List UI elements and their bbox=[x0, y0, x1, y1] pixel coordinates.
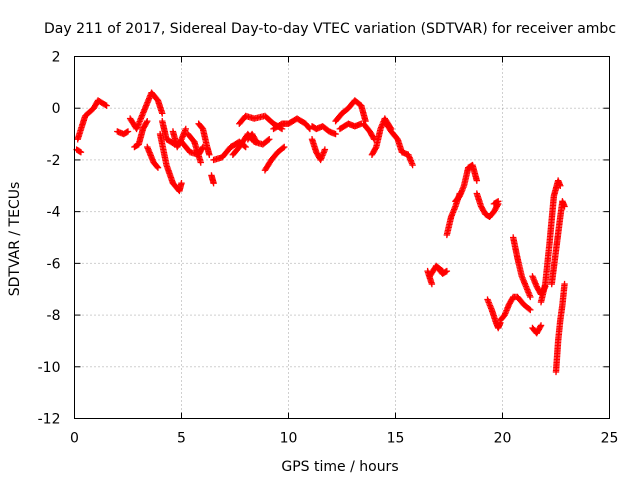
data-point bbox=[197, 159, 204, 166]
data-point bbox=[198, 145, 206, 152]
data-point bbox=[252, 137, 259, 144]
y-tick-label: -2 bbox=[47, 153, 61, 169]
x-tick-label: 0 bbox=[70, 431, 79, 447]
data-point bbox=[77, 148, 85, 156]
data-point bbox=[526, 305, 533, 313]
y-tick-label: 0 bbox=[52, 101, 61, 117]
x-tick-label: 10 bbox=[280, 431, 298, 447]
data-point bbox=[144, 117, 151, 125]
data-point bbox=[124, 128, 132, 135]
data-point bbox=[279, 144, 287, 152]
data-point bbox=[182, 125, 189, 133]
x-tick-label: 15 bbox=[387, 431, 405, 447]
data-point bbox=[443, 267, 451, 275]
data-point bbox=[527, 293, 534, 301]
data-point bbox=[428, 280, 436, 288]
data-point bbox=[143, 119, 150, 126]
data-point bbox=[206, 151, 213, 158]
data-point bbox=[242, 143, 249, 151]
data-point bbox=[561, 203, 568, 210]
y-tick-label: 2 bbox=[52, 50, 61, 66]
data-point bbox=[159, 110, 166, 117]
data-point bbox=[537, 323, 544, 330]
data-point bbox=[178, 180, 185, 187]
x-tick-label: 25 bbox=[601, 431, 619, 447]
data-point bbox=[253, 138, 260, 146]
y-tick-label: -4 bbox=[47, 205, 61, 221]
data-point bbox=[473, 177, 481, 184]
y-tick-label: -6 bbox=[47, 256, 61, 272]
grid-lines bbox=[74, 56, 610, 419]
data-point bbox=[210, 180, 217, 187]
y-tick-label: -8 bbox=[47, 308, 61, 324]
data-point bbox=[264, 136, 272, 144]
data-point bbox=[537, 322, 545, 329]
plot-border bbox=[74, 56, 610, 419]
data-point bbox=[102, 101, 109, 109]
data-point bbox=[321, 146, 329, 153]
data-point bbox=[527, 306, 534, 314]
data-point bbox=[372, 145, 379, 152]
chart-title: Day 211 of 2017, Sidereal Day-to-day VTE… bbox=[44, 21, 616, 37]
data-point bbox=[495, 198, 502, 205]
data-point bbox=[332, 130, 339, 138]
data-point bbox=[266, 136, 273, 143]
y-tick-label: -12 bbox=[38, 412, 61, 428]
data-point bbox=[103, 102, 110, 109]
y-tick-label: -10 bbox=[38, 360, 61, 376]
x-tick-label: 20 bbox=[494, 431, 512, 447]
y-axis-label: SDTVAR / TECUs bbox=[7, 182, 23, 297]
data-point bbox=[409, 161, 416, 169]
data-point bbox=[281, 143, 288, 151]
data-point bbox=[154, 164, 162, 171]
data-point bbox=[153, 163, 161, 170]
data-point bbox=[561, 280, 568, 288]
x-axis-label: GPS time / hours bbox=[281, 459, 398, 475]
x-tick-label: 5 bbox=[177, 431, 186, 447]
axis-ticks: 0 5 10 15 20 25 -12 -10 -8 -6 -4 -2 0 2 bbox=[38, 50, 619, 447]
data-point bbox=[557, 182, 564, 189]
data-series bbox=[73, 89, 568, 376]
